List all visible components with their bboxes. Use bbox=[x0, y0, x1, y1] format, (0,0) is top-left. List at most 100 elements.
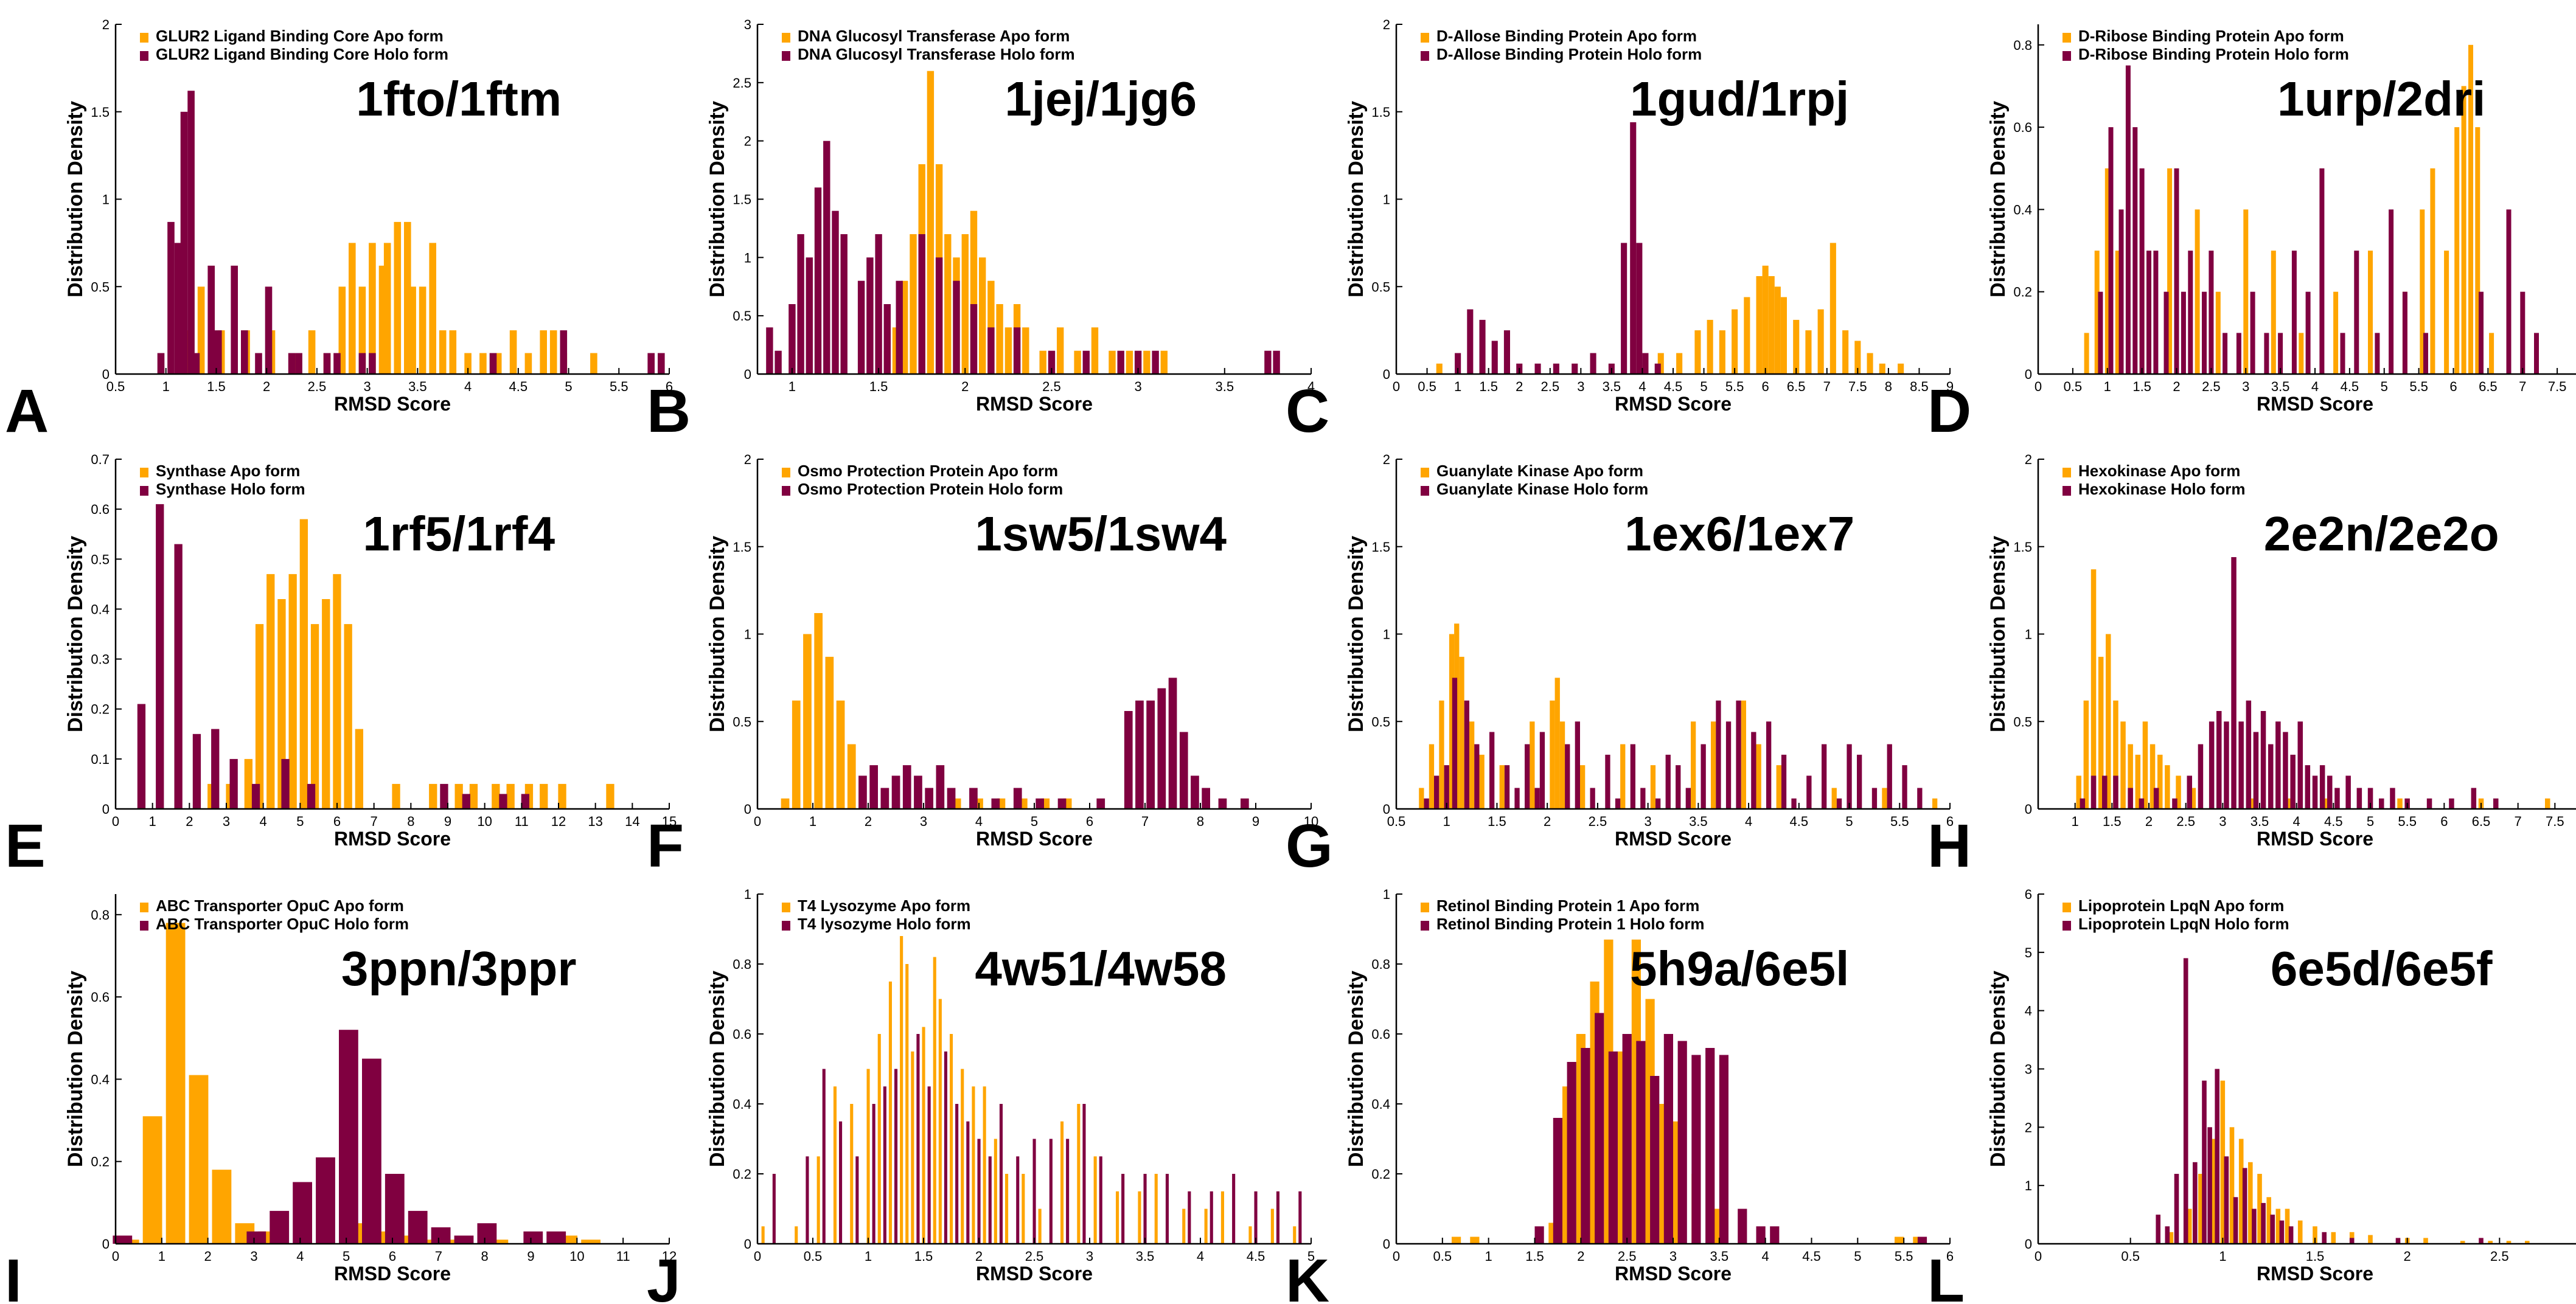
bar-holo bbox=[2379, 798, 2384, 810]
legend-swatch bbox=[1421, 33, 1429, 43]
bar-apo bbox=[905, 964, 909, 1244]
bar-apo bbox=[1650, 765, 1656, 809]
bar-holo bbox=[339, 1030, 358, 1244]
bar-holo bbox=[293, 1182, 312, 1244]
bar-apo bbox=[901, 280, 908, 374]
x-tick-label: 7.5 bbox=[2546, 814, 2564, 829]
bar-holo bbox=[880, 788, 889, 809]
bar-holo bbox=[2520, 291, 2526, 374]
x-tick-label: 13 bbox=[588, 814, 602, 829]
y-tick-label: 0.5 bbox=[733, 308, 751, 324]
bar-holo bbox=[2322, 1232, 2327, 1244]
bar-holo bbox=[2233, 1197, 2238, 1244]
chart-title: 3ppn/3ppr bbox=[341, 942, 577, 996]
y-tick-label: 0 bbox=[102, 802, 110, 817]
bar-apo bbox=[590, 353, 597, 374]
x-tick-label: 3 bbox=[364, 379, 371, 394]
bar-holo bbox=[1590, 788, 1595, 809]
bar-holo bbox=[1572, 363, 1578, 375]
y-axis-label: Distribution Density bbox=[1345, 101, 1368, 297]
bar-holo bbox=[894, 1069, 898, 1244]
bar-holo bbox=[462, 794, 470, 809]
bar-holo bbox=[788, 304, 796, 374]
bar-holo bbox=[1917, 1236, 1927, 1244]
bar-holo bbox=[1685, 788, 1691, 809]
bar-apo bbox=[1429, 744, 1435, 809]
bar-holo bbox=[2288, 1226, 2294, 1244]
x-tick-label: 1 bbox=[158, 1249, 165, 1264]
x-tick-label: 0 bbox=[754, 1249, 761, 1264]
legend-entry: Lipoprotein LpqN Holo form bbox=[2078, 915, 2289, 933]
bar-apo bbox=[2142, 721, 2148, 810]
panel-letter: J bbox=[647, 1247, 681, 1304]
x-tick-label: 2.5 bbox=[1540, 379, 1559, 394]
bar-apo bbox=[333, 574, 341, 809]
x-tick-label: 5.5 bbox=[1890, 814, 1909, 829]
bar-holo bbox=[1452, 678, 1458, 809]
bar-apo bbox=[2243, 209, 2249, 374]
bar-holo bbox=[814, 187, 822, 374]
x-axis-label: RMSD Score bbox=[2257, 1263, 2373, 1285]
bar-holo bbox=[1455, 353, 1461, 374]
bar-holo bbox=[316, 1157, 335, 1244]
bar-holo bbox=[987, 327, 995, 374]
chart-title: 2e2n/2e2o bbox=[2264, 507, 2499, 561]
bar-holo bbox=[157, 353, 165, 374]
bar-apo bbox=[2368, 1235, 2373, 1244]
x-tick-label: 7 bbox=[435, 1249, 442, 1264]
x-tick-label: 0.5 bbox=[1418, 379, 1436, 394]
bar-apo bbox=[2176, 775, 2181, 809]
bar-holo bbox=[1677, 1041, 1687, 1244]
bar-apo bbox=[944, 234, 952, 374]
bar-apo bbox=[2115, 251, 2120, 374]
bar-apo bbox=[338, 286, 346, 375]
bar-holo bbox=[2183, 958, 2188, 1244]
bar-holo bbox=[2290, 754, 2296, 809]
x-tick-label: 7 bbox=[371, 814, 378, 829]
x-tick-label: 8 bbox=[407, 814, 414, 829]
bar-holo bbox=[546, 1231, 566, 1244]
x-tick-label: 5 bbox=[1307, 1249, 1315, 1264]
x-tick-label: 1 bbox=[809, 814, 816, 829]
bar-apo bbox=[1074, 350, 1081, 374]
bar-apo bbox=[900, 936, 903, 1244]
x-tick-label: 3 bbox=[2242, 379, 2249, 394]
bar-apo bbox=[1459, 656, 1464, 809]
bar-holo bbox=[2224, 721, 2229, 810]
bar-apo bbox=[1854, 341, 1861, 374]
legend-swatch bbox=[1421, 903, 1429, 912]
x-tick-label: 2.5 bbox=[2490, 1249, 2509, 1264]
y-tick-label: 0.2 bbox=[91, 1154, 110, 1170]
legend-entry: Hexokinase Holo form bbox=[2078, 480, 2246, 498]
bar-apo bbox=[2444, 251, 2449, 374]
bar-apo bbox=[922, 1027, 925, 1244]
bar-apo bbox=[1780, 297, 1787, 374]
y-axis-label: Distribution Density bbox=[706, 101, 729, 297]
legend-swatch bbox=[2063, 921, 2071, 931]
panel-letter: E bbox=[5, 812, 46, 880]
bar-holo bbox=[2356, 788, 2362, 809]
bar-apo bbox=[866, 1069, 870, 1244]
bar-holo bbox=[1534, 1226, 1544, 1244]
legend-entry: GLUR2 Ligand Binding Core Holo form bbox=[156, 45, 448, 63]
bar-apo bbox=[1744, 297, 1750, 374]
bar-holo bbox=[1152, 350, 1159, 374]
bar-holo bbox=[1135, 700, 1144, 810]
bar-apo bbox=[244, 758, 252, 809]
x-tick-label: 12 bbox=[551, 814, 566, 829]
chart-panel-l: 00.511.522.530123456RMSD ScoreDistributi… bbox=[1927, 887, 2576, 1304]
bar-apo bbox=[2090, 569, 2097, 809]
y-axis-label: Distribution Density bbox=[1986, 536, 2010, 732]
bar-apo bbox=[888, 981, 892, 1244]
bar-holo bbox=[2102, 775, 2108, 809]
y-tick-label: 1 bbox=[1383, 192, 1390, 207]
bar-holo bbox=[295, 353, 302, 374]
bar-apo bbox=[394, 221, 402, 374]
x-tick-label: 8.5 bbox=[1910, 379, 1929, 394]
bar-holo bbox=[1479, 319, 1486, 374]
chart-title: 1rf5/1rf4 bbox=[363, 507, 555, 561]
bar-holo bbox=[215, 330, 222, 374]
bar-apo bbox=[1436, 363, 1443, 375]
y-tick-label: 0.6 bbox=[91, 990, 110, 1005]
bar-holo bbox=[307, 783, 316, 809]
